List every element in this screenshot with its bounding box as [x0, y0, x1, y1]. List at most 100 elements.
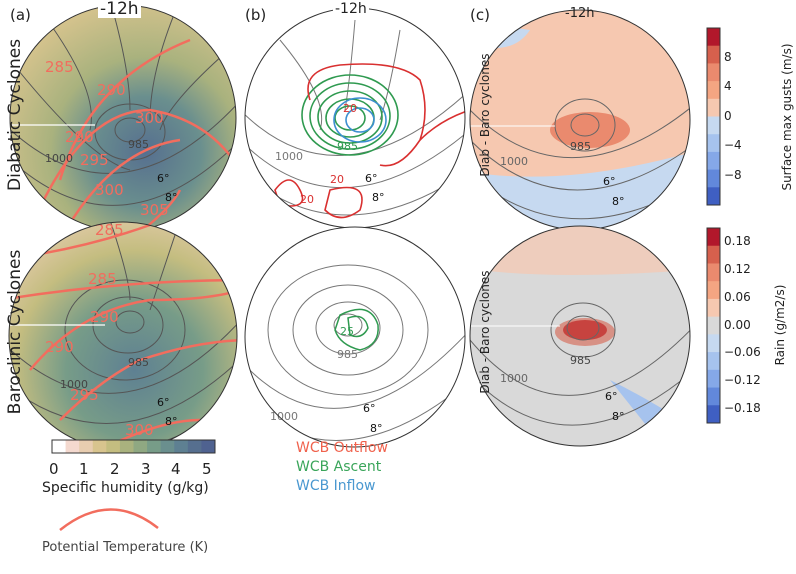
svg-text:290: 290: [45, 338, 74, 356]
row-label-bottom: Baroclinic Cyclones: [5, 249, 25, 415]
colorbar-segment: [92, 440, 107, 453]
svg-text:300: 300: [135, 109, 164, 127]
colorbar-segment: [119, 440, 134, 453]
map-a-diabatic: 285 290 290 295 300 300 305 985 1000 6° …: [9, 4, 237, 232]
rain-colorbar-label: Rain (g/m2/s): [773, 284, 787, 366]
gust-colorbar-label: Surface max gusts (m/s): [780, 43, 794, 191]
colorbar-tick: −4: [724, 138, 742, 152]
colorbar-segment: [707, 228, 720, 247]
svg-text:1000: 1000: [60, 378, 88, 391]
map-c-gust-diff: 985 1000 6° 8°: [469, 9, 691, 231]
colorbar-segment: [707, 187, 720, 206]
colorbar-segment: [707, 352, 720, 371]
svg-text:290: 290: [65, 128, 94, 146]
svg-text:6°: 6°: [605, 390, 618, 403]
panel-label-a: (a): [10, 6, 31, 24]
svg-text:290: 290: [97, 81, 126, 99]
colorbar-segment: [707, 369, 720, 389]
colorbar-segment: [707, 316, 720, 335]
colorbar-segment: [52, 440, 67, 453]
colorbar-segment: [707, 116, 720, 135]
colorbar-tick: −0.12: [724, 373, 761, 388]
svg-text:20: 20: [300, 193, 314, 206]
map-b-baroclinic: 25 985 1000 6° 8°: [244, 226, 466, 448]
svg-text:295: 295: [80, 151, 109, 169]
theta-legend-line: [59, 508, 159, 531]
colorbar-segment: [65, 440, 80, 453]
theta-labels-a-top: 285 290 290 295 300 300 305: [45, 58, 169, 219]
svg-text:1000: 1000: [270, 410, 298, 423]
map-a-baroclinic: 285 285 290 290 295 300 985 1000 6° 8°: [8, 221, 238, 451]
colorbar-segment: [707, 169, 720, 188]
colorbar-tick: 0.12: [724, 261, 751, 276]
colorbar-segment: [707, 151, 720, 171]
svg-text:295: 295: [70, 386, 99, 404]
colorbar-segment: [707, 298, 720, 318]
svg-text:300: 300: [95, 181, 124, 199]
colorbar-segment: [707, 134, 720, 153]
map-c-rain-diff: 985 1000 6° 8°: [469, 225, 691, 447]
legend-wcb-ascent: WCB Ascent: [296, 459, 382, 475]
diff-label-bottom: Diab - Baro cyclones: [478, 270, 492, 394]
colorbar-segment: [707, 98, 720, 117]
colorbar-segment: [79, 440, 94, 453]
colorbar-tick: −0.06: [724, 345, 761, 360]
svg-text:8°: 8°: [612, 195, 625, 208]
colorbar-segment: [707, 334, 720, 353]
svg-text:8°: 8°: [370, 422, 383, 435]
svg-text:305: 305: [140, 201, 169, 219]
panel-label-b: (b): [245, 6, 267, 24]
theta-legend-label: Potential Temperature (K): [42, 540, 209, 555]
legend-wcb-outflow: WCB Outflow: [296, 440, 388, 456]
colorbar-tick: 0.18: [724, 233, 751, 248]
legend-wcb-inflow: WCB Inflow: [296, 478, 376, 494]
colorbar-tick: 0.00: [724, 317, 751, 332]
svg-text:6°: 6°: [157, 396, 170, 409]
panel-label-c: (c): [470, 6, 490, 24]
svg-text:6°: 6°: [157, 172, 170, 185]
humidity-colorbar-label: Specific humidity (g/kg): [42, 480, 209, 496]
svg-text:20: 20: [343, 102, 357, 115]
svg-text:1000: 1000: [45, 152, 73, 165]
svg-text:8°: 8°: [165, 191, 178, 204]
svg-text:985: 985: [570, 140, 591, 153]
svg-text:1000: 1000: [275, 150, 303, 163]
colorbar-segment: [707, 245, 720, 264]
colorbar-segment: [707, 45, 720, 64]
colorbar-segment: [147, 440, 162, 453]
svg-text:985: 985: [337, 140, 358, 153]
colorbar-segment: [707, 387, 720, 406]
colorbar-segment: [707, 405, 720, 424]
colorbar-segment: [201, 440, 216, 453]
svg-text:8°: 8°: [612, 410, 625, 423]
svg-text:25: 25: [340, 325, 354, 338]
svg-text:6°: 6°: [365, 172, 378, 185]
colorbar-segment: [160, 440, 175, 453]
panel-time-c: -12h: [565, 6, 595, 21]
colorbar-segment: [707, 281, 720, 300]
colorbar-tick: 0: [724, 108, 732, 123]
svg-text:285: 285: [88, 270, 117, 288]
map-b-diabatic: 1000 985 20 20 20 6° 8°: [244, 7, 466, 229]
svg-text:985: 985: [128, 138, 149, 151]
svg-text:290: 290: [90, 308, 119, 326]
svg-text:20: 20: [330, 173, 344, 186]
svg-text:6°: 6°: [363, 402, 376, 415]
colorbar-segment: [707, 81, 720, 100]
panel-time-a: -12h: [98, 0, 141, 19]
diff-label-top: Diab - Baro cyclones: [478, 53, 492, 177]
colorbar-tick: 0.06: [724, 289, 751, 304]
svg-text:1000: 1000: [500, 155, 528, 168]
colorbar-segment: [106, 440, 121, 453]
svg-text:300: 300: [125, 421, 154, 439]
svg-text:8°: 8°: [165, 415, 178, 428]
row-label-top: Diabatic Cyclones: [5, 38, 25, 191]
colorbar-segment: [174, 440, 189, 453]
svg-text:285: 285: [45, 58, 74, 76]
svg-text:1000: 1000: [500, 372, 528, 385]
colorbar-segment: [707, 28, 720, 47]
colorbar-segment: [707, 263, 720, 282]
svg-text:285: 285: [95, 221, 124, 239]
colorbar-tick: −8: [724, 167, 742, 182]
svg-text:985: 985: [128, 356, 149, 369]
